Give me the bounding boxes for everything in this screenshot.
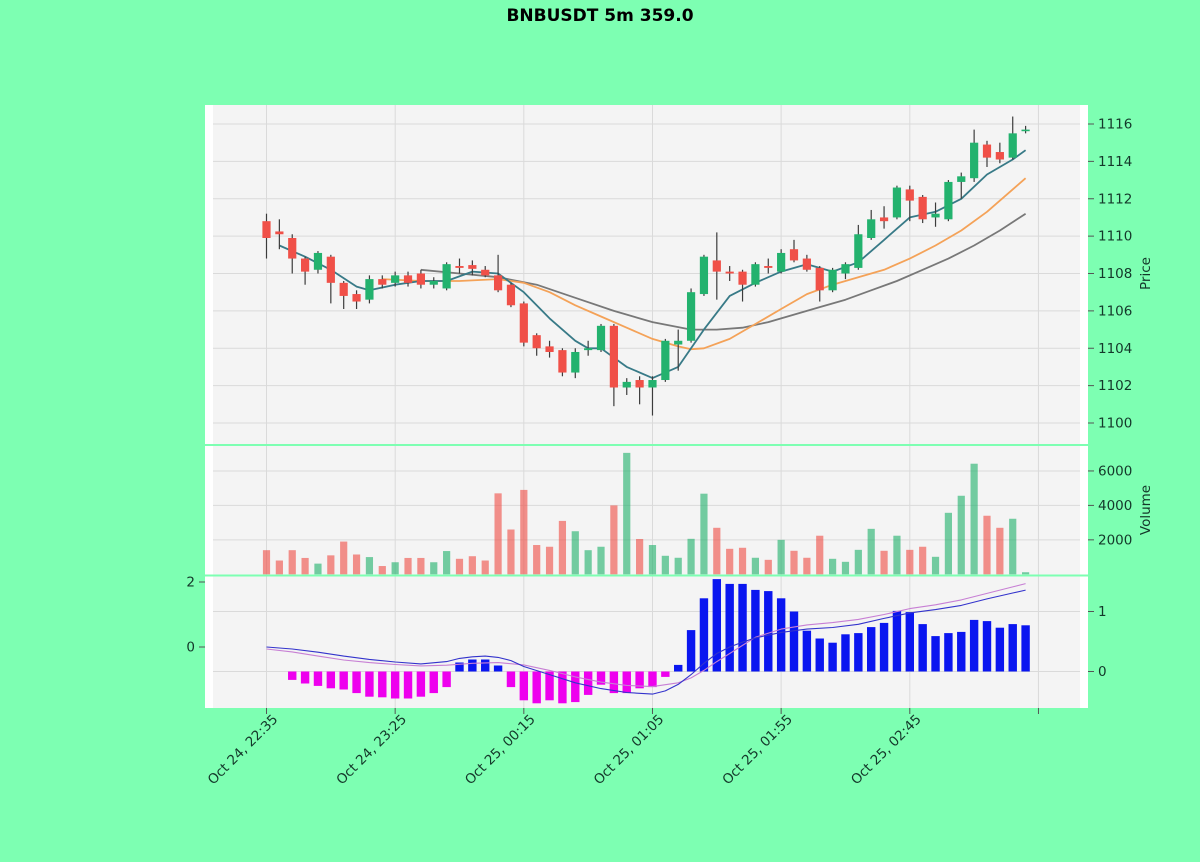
svg-text:1108: 1108 [1098, 266, 1132, 282]
candles [262, 116, 1030, 416]
volume-panel [205, 446, 1088, 575]
svg-text:Oct 25, 00:15: Oct 25, 00:15 [462, 712, 539, 789]
price-axis-label: Price [1138, 257, 1154, 290]
ma-slow-line [420, 212, 1027, 331]
ma-mid-line [382, 177, 1027, 351]
svg-text:1114: 1114 [1098, 154, 1132, 170]
svg-text:1110: 1110 [1098, 229, 1132, 245]
macd-histogram [288, 579, 1030, 704]
volume-bars [262, 452, 1030, 575]
svg-text:6000: 6000 [1098, 463, 1132, 479]
volume-axis-label: Volume [1138, 485, 1154, 535]
svg-text:Oct 25, 01:05: Oct 25, 01:05 [591, 712, 668, 789]
svg-text:1100: 1100 [1098, 416, 1132, 432]
svg-text:2000: 2000 [1098, 532, 1132, 548]
indicator-panel [205, 576, 1088, 708]
svg-text:0: 0 [186, 640, 195, 656]
svg-text:Oct 24, 23:25: Oct 24, 23:25 [333, 712, 410, 789]
svg-text:2: 2 [186, 575, 195, 591]
ma-fast-line [279, 149, 1027, 380]
svg-text:1104: 1104 [1098, 341, 1132, 357]
svg-text:1112: 1112 [1098, 191, 1132, 207]
chart-title: BNBUSDT 5m 359.0 [506, 6, 694, 26]
signal-line [266, 583, 1026, 688]
svg-text:0: 0 [1098, 664, 1107, 680]
svg-text:Oct 25, 02:45: Oct 25, 02:45 [848, 712, 925, 789]
svg-text:1116: 1116 [1098, 117, 1132, 133]
svg-text:Oct 24, 22:35: Oct 24, 22:35 [205, 712, 282, 789]
svg-text:1: 1 [1098, 604, 1107, 620]
svg-text:Oct 25, 01:55: Oct 25, 01:55 [719, 712, 796, 789]
price-panel [205, 105, 1088, 444]
svg-text:1106: 1106 [1098, 303, 1132, 319]
svg-text:1102: 1102 [1098, 378, 1132, 394]
macd-line [266, 589, 1026, 695]
svg-text:4000: 4000 [1098, 498, 1132, 514]
